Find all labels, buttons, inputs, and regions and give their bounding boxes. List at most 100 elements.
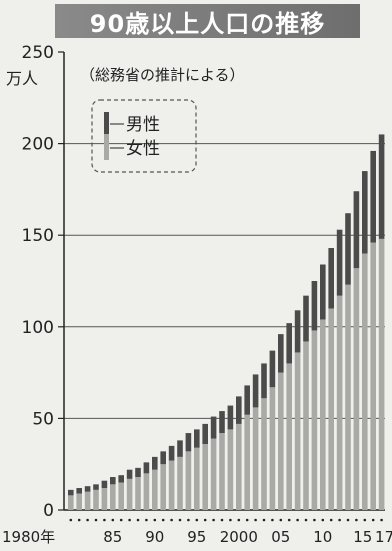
bar-male: [320, 264, 326, 320]
x-tick-dot: [187, 518, 190, 522]
x-tick-dot: [338, 518, 341, 522]
x-tick-dot: [279, 518, 283, 522]
bar-male: [68, 489, 74, 496]
x-tick-dot: [203, 518, 207, 522]
bar-female: [320, 319, 326, 510]
bar-female: [168, 460, 175, 510]
bar-male: [118, 475, 124, 483]
legend-label-female: 女性: [126, 139, 160, 159]
bar-female: [143, 473, 150, 510]
x-tick-label: 05: [271, 528, 290, 546]
x-tick-dot: [69, 518, 73, 522]
x-tick-dot: [103, 518, 106, 522]
bar-male: [286, 323, 292, 364]
x-tick-dot: [170, 518, 173, 522]
bar-male: [311, 281, 318, 331]
bar-male: [353, 191, 360, 269]
x-tick-dot: [145, 518, 148, 522]
x-tick-label: 15: [353, 528, 372, 546]
x-tick-dot: [178, 518, 182, 522]
bar-female: [135, 477, 141, 510]
bar-male: [278, 334, 284, 373]
bar-female: [202, 444, 208, 510]
bar-female: [101, 488, 108, 510]
bar-female: [252, 407, 259, 510]
bar-male: [160, 451, 166, 465]
x-tick-label: 90: [145, 528, 164, 546]
bar-male: [244, 385, 250, 415]
bar-female: [286, 363, 292, 510]
x-tick-dot: [128, 518, 131, 522]
x-tick-dot: [229, 518, 232, 522]
x-tick-dot: [245, 518, 249, 522]
bar-female: [126, 478, 133, 510]
bar-male: [152, 456, 158, 470]
bar-female: [160, 464, 166, 510]
source-note: （総務省の推計による）: [80, 66, 245, 84]
bar-female: [219, 433, 225, 510]
bar-female: [294, 352, 301, 510]
bar-male: [76, 488, 82, 494]
bar-male: [84, 486, 91, 492]
x-tick-dot: [329, 518, 333, 522]
x-tick-dot: [86, 518, 89, 522]
bar-female: [269, 387, 276, 510]
y-tick-label: 0: [43, 501, 54, 521]
x-tick-dot: [119, 518, 123, 522]
bar-male: [294, 310, 301, 353]
legend-swatch-male: [104, 112, 109, 134]
bar-female: [76, 493, 82, 510]
bar-male: [194, 429, 200, 448]
bar-female: [194, 447, 200, 510]
bar-male: [370, 150, 376, 243]
bar-female: [93, 489, 99, 510]
x-tick-dot: [111, 518, 115, 522]
legend-label-male: 男性: [126, 115, 160, 135]
x-tick-dot: [254, 518, 257, 522]
bar-male: [236, 396, 242, 424]
y-tick-label: 150: [22, 226, 54, 246]
bar-male: [261, 363, 267, 399]
x-tick-label: 95: [187, 528, 206, 546]
bar-male: [143, 462, 150, 474]
x-tick-dot: [346, 518, 350, 522]
x-tick-dot: [262, 518, 266, 522]
x-tick-dot: [304, 518, 308, 522]
y-unit-label: 万人: [6, 69, 38, 88]
bar-male: [328, 248, 334, 309]
bar-female: [118, 482, 124, 510]
bar-female: [236, 423, 242, 510]
bar-male: [101, 480, 108, 489]
x-tick-label: 2000: [220, 528, 258, 546]
x-tick-dot: [212, 518, 215, 522]
x-tick-label: 1980年: [2, 528, 55, 546]
bar-female: [84, 491, 91, 510]
bar-male: [126, 469, 133, 479]
bar-male: [177, 440, 183, 457]
bar-female: [362, 253, 368, 510]
x-tick-dot: [237, 518, 241, 522]
bar-female: [68, 495, 74, 510]
bar-female: [244, 414, 250, 510]
x-tick-dot: [313, 518, 316, 522]
x-tick-label: 10: [313, 528, 332, 546]
x-tick-dot: [287, 518, 291, 522]
bar-female: [345, 284, 351, 510]
bar-male: [378, 134, 385, 239]
bar-female: [227, 429, 234, 510]
y-tick-label: 100: [22, 318, 54, 338]
bar-male: [345, 213, 351, 285]
bar-female: [303, 341, 309, 510]
y-tick-label: 50: [32, 409, 54, 429]
bar-female: [278, 372, 284, 510]
bar-male: [362, 171, 368, 254]
chart-title: 90歳以上人口の推移: [55, 4, 360, 38]
x-tick-dot: [363, 518, 367, 522]
x-tick-dot: [161, 518, 165, 522]
bar-female: [152, 469, 158, 510]
x-tick-dot: [220, 518, 224, 522]
bar-male: [252, 374, 259, 408]
x-tick-dot: [94, 518, 98, 522]
x-tick-dot: [380, 518, 383, 522]
